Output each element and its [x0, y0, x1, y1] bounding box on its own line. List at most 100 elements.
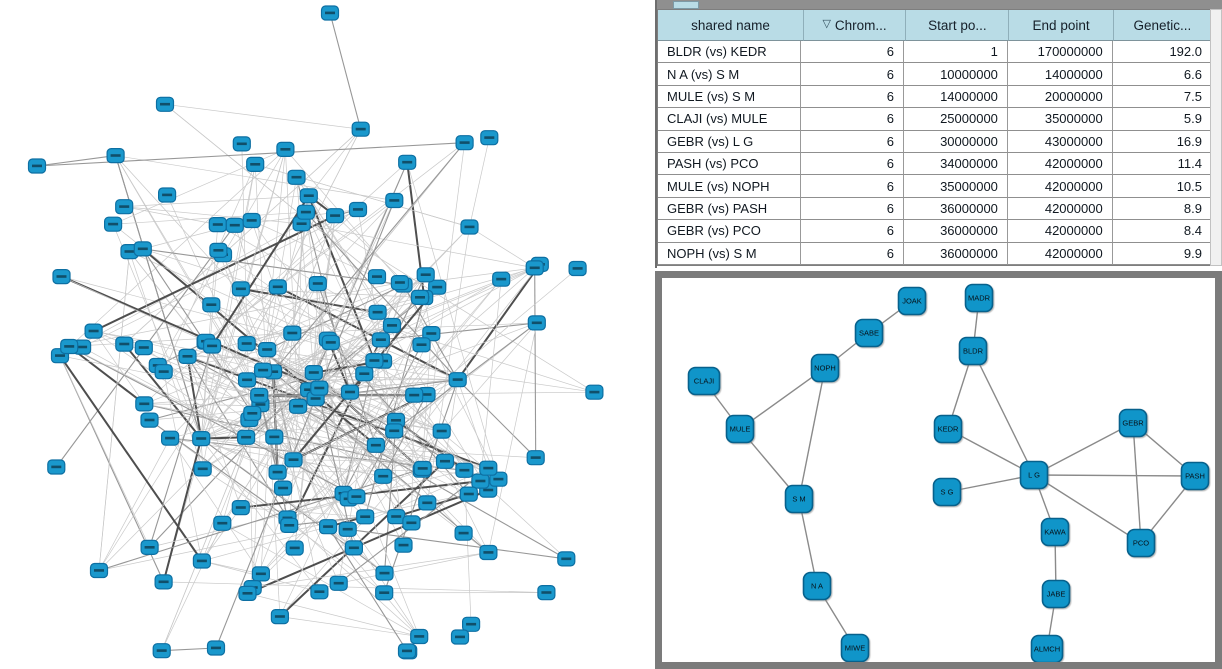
- table-row[interactable]: NOPH (vs) S M 6 36000000 42000000 9.9: [658, 242, 1211, 266]
- network-node[interactable]: [304, 365, 323, 381]
- network-node[interactable]: [432, 423, 451, 439]
- network-node[interactable]: [238, 372, 257, 388]
- network-node[interactable]: [231, 281, 250, 297]
- network-node[interactable]: [250, 387, 269, 403]
- network-node[interactable]: [284, 452, 303, 468]
- node-LG[interactable]: L G: [1019, 460, 1049, 490]
- network-node[interactable]: [310, 584, 329, 600]
- network-node[interactable]: [161, 430, 180, 446]
- network-node[interactable]: [254, 362, 273, 378]
- network-node[interactable]: [479, 460, 498, 476]
- edge-LG-PCO[interactable]: [1033, 474, 1142, 544]
- table-row[interactable]: N A (vs) S M 6 10000000 14000000 6.6: [658, 63, 1211, 86]
- network-node[interactable]: [416, 267, 435, 283]
- network-node[interactable]: [231, 500, 250, 516]
- network-node[interactable]: [296, 204, 315, 220]
- network-node[interactable]: [422, 326, 441, 342]
- network-node[interactable]: [320, 5, 340, 21]
- network-node[interactable]: [237, 429, 256, 445]
- edge-SG-LG[interactable]: [946, 474, 1035, 493]
- column-header-start-position[interactable]: Start po...: [906, 10, 1010, 41]
- network-node[interactable]: [206, 640, 226, 656]
- network-node[interactable]: [135, 396, 154, 412]
- network-node[interactable]: [133, 241, 152, 257]
- network-node[interactable]: [460, 219, 479, 235]
- network-node[interactable]: [367, 269, 387, 285]
- network-node[interactable]: [537, 584, 556, 601]
- table-row[interactable]: PASH (vs) PCO 6 34000000 42000000 11.4: [658, 153, 1211, 176]
- table-row[interactable]: GEBR (vs) L G 6 30000000 43000000 16.9: [658, 130, 1211, 154]
- network-node[interactable]: [52, 269, 71, 285]
- node-MADR[interactable]: MADR: [964, 283, 994, 313]
- network-node[interactable]: [479, 544, 498, 561]
- network-node[interactable]: [321, 334, 340, 351]
- network-node[interactable]: [413, 460, 432, 477]
- network-node[interactable]: [208, 217, 227, 233]
- column-header-end-point[interactable]: End point: [1009, 10, 1114, 41]
- network-node[interactable]: [89, 562, 109, 579]
- edge-MULE-NOPH[interactable]: [739, 367, 826, 430]
- network-node[interactable]: [140, 539, 159, 556]
- table-panel-tab[interactable]: [673, 1, 699, 9]
- network-node[interactable]: [385, 192, 404, 209]
- edge-LG-GEBR[interactable]: [1033, 422, 1134, 476]
- node-KEDR[interactable]: KEDR: [933, 414, 963, 444]
- network-node[interactable]: [192, 553, 211, 569]
- network-node[interactable]: [310, 380, 329, 396]
- network-node[interactable]: [375, 585, 394, 601]
- network-node[interactable]: [242, 212, 261, 229]
- column-header-chromosome[interactable]: ▽ Chrom...: [803, 10, 907, 41]
- network-node[interactable]: [348, 201, 368, 218]
- network-node[interactable]: [329, 575, 348, 591]
- network-node[interactable]: [84, 323, 103, 339]
- edge-LG-PASH[interactable]: [1033, 474, 1196, 477]
- network-node[interactable]: [158, 187, 177, 203]
- table-row[interactable]: GEBR (vs) PCO 6 36000000 42000000 8.4: [658, 220, 1211, 243]
- node-NA[interactable]: N A: [802, 571, 832, 601]
- network-node[interactable]: [308, 276, 327, 292]
- network-node[interactable]: [103, 216, 123, 232]
- network-node[interactable]: [60, 338, 79, 355]
- column-header-genetic[interactable]: Genetic...: [1113, 10, 1211, 41]
- network-node[interactable]: [480, 130, 499, 146]
- network-node[interactable]: [351, 121, 370, 137]
- network-node[interactable]: [280, 517, 299, 534]
- network-node[interactable]: [492, 271, 511, 287]
- network-node[interactable]: [192, 431, 211, 447]
- network-node[interactable]: [471, 473, 490, 489]
- network-node[interactable]: [154, 574, 173, 590]
- network-node[interactable]: [385, 423, 404, 439]
- network-node[interactable]: [387, 509, 406, 525]
- network-node[interactable]: [319, 519, 338, 535]
- network-node[interactable]: [450, 629, 470, 645]
- network-node[interactable]: [459, 486, 478, 502]
- network-node[interactable]: [237, 336, 256, 352]
- column-header-shared-name[interactable]: shared name: [658, 10, 804, 41]
- network-node[interactable]: [209, 242, 228, 258]
- network-node[interactable]: [568, 260, 587, 277]
- network-node[interactable]: [374, 468, 393, 484]
- network-node[interactable]: [289, 398, 308, 414]
- network-node[interactable]: [140, 412, 159, 428]
- table-vertical-scrollbar[interactable]: [1210, 9, 1222, 266]
- network-node[interactable]: [448, 372, 467, 388]
- network-node[interactable]: [213, 515, 232, 531]
- node-KAWA[interactable]: KAWA: [1040, 517, 1070, 547]
- table-row[interactable]: GEBR (vs) PASH 6 36000000 42000000 8.9: [658, 197, 1211, 221]
- node-MULE[interactable]: MULE: [725, 414, 755, 444]
- edge-NOPH-SM[interactable]: [798, 367, 826, 500]
- network-node[interactable]: [405, 387, 424, 403]
- node-SG[interactable]: S G: [932, 477, 962, 507]
- network-node[interactable]: [243, 405, 262, 421]
- network-node[interactable]: [527, 315, 546, 331]
- network-node[interactable]: [418, 495, 437, 511]
- network-node[interactable]: [270, 608, 289, 625]
- network-node[interactable]: [585, 384, 604, 400]
- network-node[interactable]: [454, 525, 473, 541]
- network-node[interactable]: [287, 169, 306, 185]
- node-JOAK[interactable]: JOAK: [897, 286, 927, 316]
- network-node[interactable]: [299, 188, 318, 204]
- edge-BLDR-LG[interactable]: [972, 350, 1035, 476]
- network-node[interactable]: [340, 384, 360, 400]
- table-row[interactable]: MULE (vs) NOPH 6 35000000 42000000 10.5: [658, 175, 1211, 198]
